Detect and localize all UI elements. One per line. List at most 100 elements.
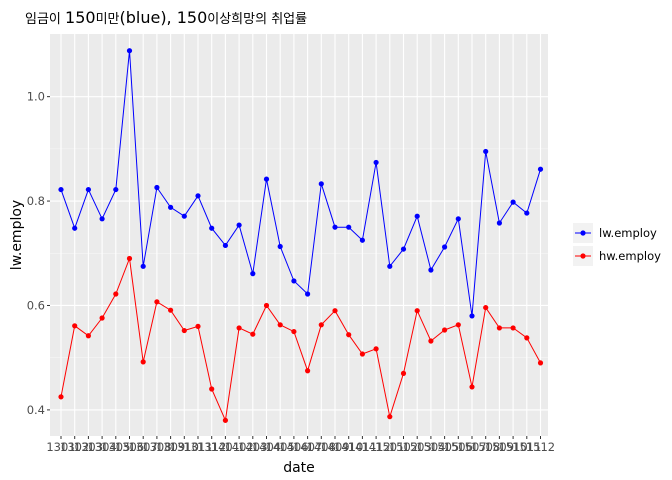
- data-point: [168, 204, 174, 210]
- data-point: [58, 394, 64, 400]
- x-tick-label: 1411: [348, 440, 377, 454]
- data-point: [99, 216, 105, 222]
- data-point: [332, 224, 338, 230]
- data-point: [263, 176, 270, 182]
- x-tick-label: 1512: [526, 440, 555, 454]
- legend: lw.employ hw.employ: [573, 223, 661, 266]
- data-point: [305, 291, 311, 297]
- x-tick-label: 1405: [266, 440, 295, 454]
- x-tick-label: 1307: [129, 440, 158, 454]
- x-tick-label: 1303: [74, 440, 103, 454]
- data-point: [387, 414, 393, 420]
- data-point: [346, 224, 352, 230]
- data-point: [537, 360, 544, 366]
- data-point: [318, 322, 324, 328]
- x-tick-label: 1302: [60, 440, 89, 454]
- data-point: [455, 322, 461, 328]
- data-point: [318, 181, 324, 187]
- chart-title-part-2: 150: [65, 8, 96, 27]
- legend-label: hw.employ: [599, 249, 661, 263]
- y-tick-label: 0.6: [27, 298, 45, 312]
- data-point: [250, 331, 256, 337]
- data-point: [469, 313, 475, 319]
- data-point: [85, 333, 91, 339]
- data-point: [154, 299, 160, 305]
- chart-title-part-1: 임금이: [25, 12, 65, 27]
- x-tick-label: 1504: [416, 440, 445, 454]
- data-point: [277, 322, 283, 328]
- data-point: [113, 291, 119, 297]
- data-point: [510, 325, 516, 331]
- data-point: [305, 368, 311, 374]
- data-point: [85, 186, 91, 193]
- x-tick-label: 1510: [498, 440, 527, 454]
- data-point: [496, 220, 502, 226]
- data-point: [428, 338, 434, 344]
- x-tick-label: 1310: [170, 440, 199, 454]
- data-point: [510, 199, 516, 205]
- chart-title-part-5: 이상희망의 취업률: [207, 12, 307, 27]
- y-tick-label: 0.8: [27, 194, 45, 208]
- data-point: [195, 323, 201, 329]
- data-point: [483, 304, 489, 311]
- x-tick-label: 1502: [389, 440, 418, 454]
- data-point: [332, 308, 338, 314]
- y-axis: 0.4 0.6 0.8 1.0: [27, 90, 50, 417]
- data-point: [113, 186, 119, 193]
- x-tick-label: 1312: [197, 440, 226, 454]
- data-point: [236, 325, 242, 331]
- x-tick-label: 1505: [430, 440, 459, 454]
- data-point: [469, 384, 475, 390]
- legend-label: lw.employ: [599, 226, 657, 240]
- data-point: [291, 278, 297, 284]
- data-point: [346, 332, 352, 338]
- x-tick-label: 1401: [211, 440, 240, 454]
- series-line-lw-employ: [60, 50, 541, 316]
- data-point: [483, 148, 489, 155]
- data-point: [222, 242, 228, 249]
- series-layer: [58, 48, 544, 423]
- x-tick-label: 1506: [444, 440, 473, 454]
- data-point: [387, 263, 393, 269]
- data-point: [359, 351, 365, 357]
- data-point: [428, 267, 434, 273]
- data-point: [263, 302, 270, 309]
- x-tick-label: 1402: [224, 440, 253, 454]
- x-tick-label: 1305: [101, 440, 130, 454]
- x-tick-label: 1403: [238, 440, 267, 454]
- data-point: [181, 327, 187, 334]
- data-point: [154, 184, 160, 191]
- data-point: [455, 216, 461, 222]
- x-axis-title: date: [283, 460, 315, 476]
- data-point: [195, 193, 201, 199]
- data-point: [168, 307, 174, 313]
- data-point: [126, 255, 133, 262]
- data-point: [250, 271, 256, 277]
- data-point: [181, 213, 187, 219]
- legend-key-point: [580, 253, 586, 259]
- x-tick-label: 1503: [403, 440, 432, 454]
- data-point: [140, 263, 146, 269]
- data-point: [414, 213, 420, 219]
- x-tick-label: 1406: [279, 440, 308, 454]
- data-point: [373, 346, 379, 352]
- data-point: [72, 323, 78, 329]
- x-tick-label: 1507: [457, 440, 486, 454]
- x-axis: 1301130213031304130513061307130813091310…: [46, 436, 555, 454]
- x-tick-label: 1306: [115, 440, 144, 454]
- data-point: [140, 359, 146, 365]
- x-tick-label: 1311: [183, 440, 212, 454]
- data-point: [400, 246, 407, 252]
- data-point: [209, 225, 215, 231]
- data-point: [58, 186, 64, 193]
- x-tick-label: 1304: [87, 440, 116, 454]
- data-point: [359, 237, 365, 243]
- data-point: [537, 166, 544, 172]
- data-point: [524, 335, 530, 341]
- data-point: [222, 417, 228, 423]
- data-point: [524, 210, 530, 216]
- data-point: [126, 48, 133, 54]
- data-point: [291, 328, 297, 335]
- data-point: [414, 308, 420, 314]
- data-point: [72, 225, 78, 231]
